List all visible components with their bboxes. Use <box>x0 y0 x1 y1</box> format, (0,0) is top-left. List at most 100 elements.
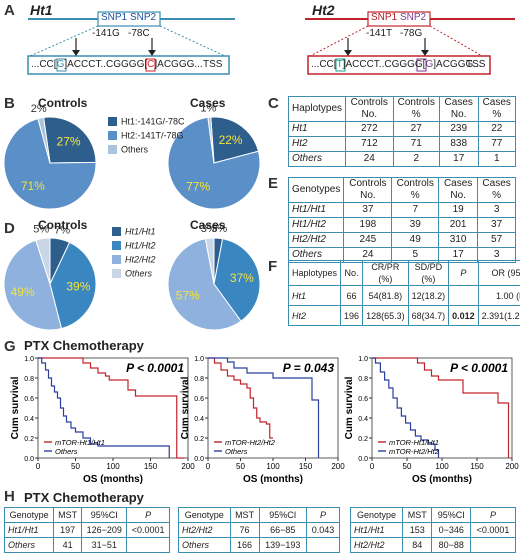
d-legend-item: Ht2/Ht2 <box>112 254 156 265</box>
panel-label-e: E <box>268 175 279 192</box>
x-tick-label: 150 <box>470 462 484 471</box>
km-curve-mtor-ht1-ht1 <box>372 357 510 458</box>
d-controls-slice <box>35 237 51 285</box>
y-tick-label: 0.0 <box>358 456 368 463</box>
legend-swatch <box>108 117 117 127</box>
y-tick-label: 0.2 <box>24 436 34 443</box>
y-tick-label: 0.4 <box>194 416 204 423</box>
h-cell: 0−346 <box>431 522 471 538</box>
p-value-label: P < 0.0001 <box>450 361 508 375</box>
legend-swatch <box>108 131 117 141</box>
legend-swatch <box>112 241 121 251</box>
h-cell: 41 <box>53 537 83 553</box>
y-axis-label: Cum survival <box>344 376 355 439</box>
ht2-title: Ht2 <box>312 2 335 18</box>
h-header: Genotype <box>349 507 404 523</box>
legend-label: Others <box>121 144 149 155</box>
ht1-snp1-label: SNP1 <box>101 12 128 23</box>
b-controls-slice-label: 71% <box>21 179 45 193</box>
b-cases-slice <box>210 116 260 164</box>
km-plot-1: 0 50 100 150 200 0.0 0.2 0.4 0.6 0.8 1.0 Cum surviv… <box>10 356 195 485</box>
x-tick-label: 150 <box>299 462 313 471</box>
ht2-pos1: -141T <box>366 28 393 39</box>
legend-swatch <box>108 145 117 155</box>
p-value-label: P < 0.0001 <box>126 361 184 375</box>
x-tick-label: 0 <box>36 462 41 471</box>
y-tick-label: 0.8 <box>358 376 368 383</box>
h-cell <box>305 537 341 553</box>
legend-label: Ht2/Ht2 <box>125 254 156 265</box>
b-legend-item: Ht1:-141G/-78C <box>108 116 185 127</box>
e-header: Controls % <box>391 177 440 203</box>
d-controls-slice-label: 5% <box>33 224 49 236</box>
km-legend-label: mTOR-Ht2/Ht2 <box>389 447 440 456</box>
x-tick-label: 0 <box>370 462 375 471</box>
y-tick-label: 1.0 <box>24 356 34 363</box>
d-cases-slice-label: 37% <box>230 271 254 285</box>
h-cell: 80−88 <box>431 537 471 553</box>
d-cases-slice <box>167 238 242 331</box>
y-tick-label: 0.0 <box>194 456 204 463</box>
x-tick-label: 100 <box>266 462 280 471</box>
legend-label: Ht1/Ht2 <box>125 240 156 251</box>
x-tick-label: 50 <box>403 462 412 471</box>
h-cell: <0.0001 <box>469 522 517 538</box>
h-header: 95%CI <box>431 507 471 523</box>
c-header: Haplotypes <box>287 96 347 122</box>
b-cases-title: Cases <box>190 96 226 110</box>
x-tick-label: 200 <box>331 462 345 471</box>
h-header: Genotype <box>178 507 231 523</box>
table-row: Ht2 712 71 838 77 <box>287 136 517 152</box>
km-legend-label: mTOR-Ht1/Ht1 <box>389 438 439 447</box>
y-tick-label: 0.2 <box>358 436 368 443</box>
f-header: OR (95%CI) <box>477 260 520 286</box>
x-tick-label: 50 <box>71 462 80 471</box>
h-cell: 84 <box>402 537 433 553</box>
h-cell: Others <box>3 537 55 553</box>
b-legend-item: Others <box>108 144 148 155</box>
legend-swatch <box>112 255 121 265</box>
h-cell: Ht2/Ht2 <box>349 537 404 553</box>
h-title: PTX Chemotherapy <box>24 490 144 505</box>
y-tick-label: 0.6 <box>24 396 34 403</box>
d-legend-item: Others <box>112 268 152 279</box>
f-header: P <box>448 260 479 286</box>
y-tick-label: 0.0 <box>24 456 34 463</box>
h-cell: 197 <box>53 522 83 538</box>
d-controls-slice-label: 7% <box>54 224 70 236</box>
d-cases-slice-label: 57% <box>176 288 200 302</box>
panel-c-table: Haplotypes Controls No. Controls % Cases… <box>287 96 517 167</box>
b-cases-slice-label: 77% <box>186 180 210 194</box>
y-axis-label: Cum survival <box>180 376 191 439</box>
y-axis-label: Cum survival <box>10 376 21 439</box>
h-cell: 66−85 <box>258 522 307 538</box>
x-axis-label: OS (months) <box>83 474 143 485</box>
km-plot-3: 0 50 100 150 200 0.0 0.2 0.4 0.6 0.8 1.0 Cum surviv… <box>344 356 519 485</box>
km-legend-label: Others <box>225 447 248 456</box>
y-tick-label: 0.6 <box>194 396 204 403</box>
panel-label-c: C <box>268 95 279 112</box>
km-legend-label: mTOR-Ht2/Ht2 <box>225 438 276 447</box>
y-tick-label: 0.6 <box>358 396 368 403</box>
h-cell <box>126 537 170 553</box>
h-header: P <box>126 507 170 523</box>
ht1-title: Ht1 <box>30 2 53 18</box>
table-row: Others 166 139−193 <box>178 537 341 553</box>
panel-label-f: F <box>268 258 278 275</box>
ht1-pos1: -141G <box>92 28 120 39</box>
h-header: P <box>305 507 341 523</box>
x-axis-label: OS (months) <box>412 474 472 485</box>
table-row: Others 41 31−51 <box>3 537 170 553</box>
y-tick-label: 0.4 <box>358 416 368 423</box>
b-controls-title: Controls <box>38 96 88 110</box>
km-legend-label: Others <box>55 447 78 456</box>
h-cell: Ht1/Ht1 <box>349 522 404 538</box>
x-tick-label: 0 <box>206 462 211 471</box>
h-header: 95%CI <box>258 507 307 523</box>
h-cell: Others <box>178 537 231 553</box>
panel-f-table: Haplotypes No. CR/PR (%) SD/PD (%) P OR … <box>287 260 520 326</box>
g-title: PTX Chemotherapy <box>24 338 144 353</box>
ht2-snp2-label: SNP2 <box>400 12 427 23</box>
